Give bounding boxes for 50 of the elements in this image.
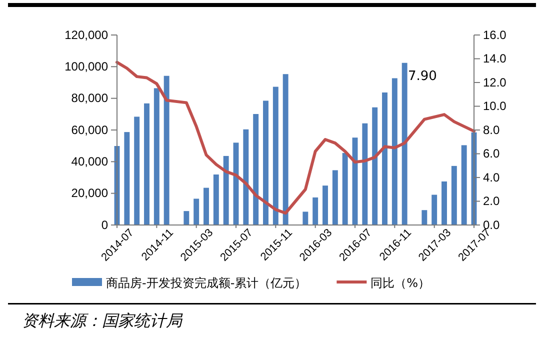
y-tick-label: 40,000 xyxy=(71,154,108,169)
bar xyxy=(382,92,388,225)
bar xyxy=(223,156,229,225)
y2-tick-label: 12.0 xyxy=(483,75,507,90)
y2-tick-label: 16.0 xyxy=(483,28,507,42)
bar xyxy=(422,210,428,225)
bar xyxy=(272,86,278,225)
bar xyxy=(362,123,368,225)
bar xyxy=(154,88,160,225)
bar xyxy=(243,129,249,225)
bar xyxy=(442,181,447,225)
bar xyxy=(402,62,408,225)
legend-label: 商品房-开发投资完成额-累计（亿元） xyxy=(106,276,307,290)
bar xyxy=(184,211,190,225)
y-tick-label: 20,000 xyxy=(71,186,108,200)
bar xyxy=(342,152,348,225)
annotation: 7.90 xyxy=(408,69,437,84)
bar xyxy=(302,212,308,225)
bar xyxy=(213,174,219,225)
y-tick-label: 120,000 xyxy=(64,28,108,42)
bar xyxy=(461,145,467,225)
y-tick-label: 60,000 xyxy=(71,122,108,137)
y-tick-label: 100,000 xyxy=(64,60,108,74)
bar xyxy=(204,188,209,225)
legend-label: 同比（%） xyxy=(370,276,430,290)
bar xyxy=(144,103,150,225)
bar xyxy=(322,186,328,225)
y2-tick-label: 10.0 xyxy=(483,99,507,114)
line-series xyxy=(116,60,476,215)
bar xyxy=(194,198,200,225)
bar xyxy=(134,116,140,225)
y2-tick-label: 14.0 xyxy=(483,52,507,66)
bar xyxy=(432,194,438,225)
y-tick-label: 0 xyxy=(101,218,108,232)
text: 资料来源：国家统计局 xyxy=(22,311,183,330)
bar xyxy=(372,107,378,225)
bar xyxy=(164,76,170,225)
y2-tick-label: 4.0 xyxy=(483,170,500,184)
y2-tick-label: 8.0 xyxy=(483,122,500,137)
bar xyxy=(392,78,398,225)
bar xyxy=(332,170,338,225)
y2-tick-label: 2.0 xyxy=(483,194,500,208)
bar xyxy=(282,74,288,225)
bar xyxy=(263,100,268,225)
y2-tick-label: 6.0 xyxy=(483,146,500,161)
bar xyxy=(124,132,130,225)
y-tick-label: 80,000 xyxy=(71,91,108,106)
bar xyxy=(312,197,318,225)
bar xyxy=(451,166,457,225)
bar xyxy=(253,114,259,225)
